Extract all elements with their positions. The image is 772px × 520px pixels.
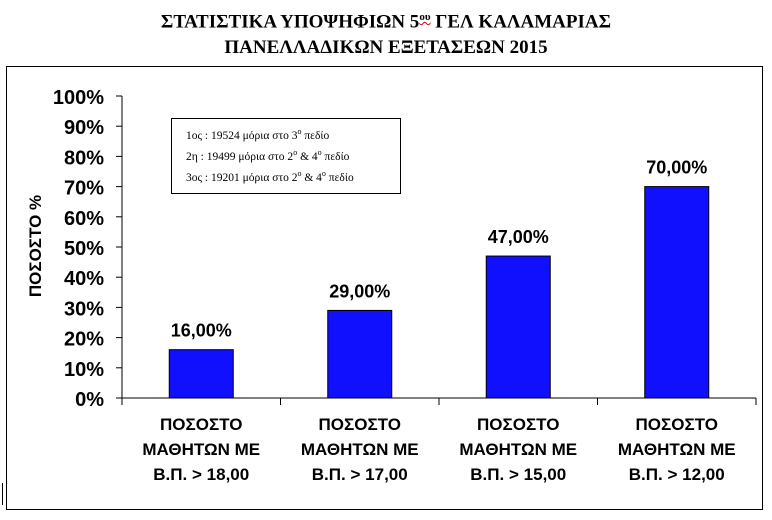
legend-line-2: 2η : 19499 μόρια στο 2ο & 4ο πεδίο — [186, 148, 350, 163]
y-tick-label: 10% — [64, 359, 104, 381]
legend-box: 1ος : 19524 μόρια στο 3ο πεδίο 2η : 1949… — [171, 118, 401, 194]
y-tick-label: 60% — [64, 208, 104, 230]
x-category-label: Β.Π. > 17,00 — [312, 465, 408, 484]
plot-frame — [6, 66, 763, 510]
x-category-label: ΠΟΣΟΣΤΟ — [319, 415, 401, 434]
y-tick-label: 40% — [64, 268, 104, 290]
chart-title-line-1: ΣΤΑΤΙΣΤΙΚΑ ΥΠΟΨΗΦΙΩΝ 5ου ΓΕΛ ΚΑΛΑΜΑΡΙΑΣ — [160, 11, 612, 33]
data-label: 47,00% — [488, 227, 549, 247]
x-category-label: ΜΑΘΗΤΩΝ ΜΕ — [618, 440, 736, 459]
x-category-label: ΜΑΘΗΤΩΝ ΜΕ — [301, 440, 419, 459]
bar — [327, 309, 393, 399]
x-category-label: Β.Π. > 12,00 — [629, 465, 725, 484]
data-label: 29,00% — [329, 281, 390, 301]
chart-title-line-2: ΠΑΝΕΛΛΑΔΙΚΩΝ ΕΞΕΤΑΣΕΩΝ 2015 — [224, 37, 548, 58]
x-category-label: ΠΟΣΟΣΤΟ — [477, 415, 559, 434]
x-category-label: ΜΑΘΗΤΩΝ ΜΕ — [142, 440, 260, 459]
y-tick-label: 0% — [75, 389, 104, 411]
bar — [485, 255, 551, 399]
bar — [168, 349, 234, 399]
y-tick-label: 20% — [64, 329, 104, 351]
y-tick-label: 100% — [53, 87, 104, 109]
data-label: 70,00% — [646, 158, 707, 178]
y-tick-label: 90% — [64, 117, 104, 139]
data-label: 16,00% — [171, 321, 232, 341]
x-category-label: Β.Π. > 15,00 — [470, 465, 566, 484]
y-axis-title: ΠΟΣΟΣΤΟ % — [26, 195, 45, 297]
legend-line-1: 1ος : 19524 μόρια στο 3ο πεδίο — [186, 127, 330, 142]
y-tick-label: 50% — [64, 238, 104, 260]
x-category-label: ΜΑΘΗΤΩΝ ΜΕ — [459, 440, 577, 459]
legend-line-3: 3ος : 19201 μόρια στο 2ο & 4ο πεδίο — [186, 169, 354, 184]
frame-edge-mark — [2, 483, 3, 505]
x-category-label: ΠΟΣΟΣΤΟ — [636, 415, 718, 434]
x-category-label: Β.Π. > 18,00 — [153, 465, 249, 484]
y-tick-label: 30% — [64, 298, 104, 320]
y-tick-label: 70% — [64, 178, 104, 200]
x-category-label: ΠΟΣΟΣΤΟ — [160, 415, 242, 434]
y-tick-label: 80% — [64, 147, 104, 169]
bar — [644, 186, 710, 399]
